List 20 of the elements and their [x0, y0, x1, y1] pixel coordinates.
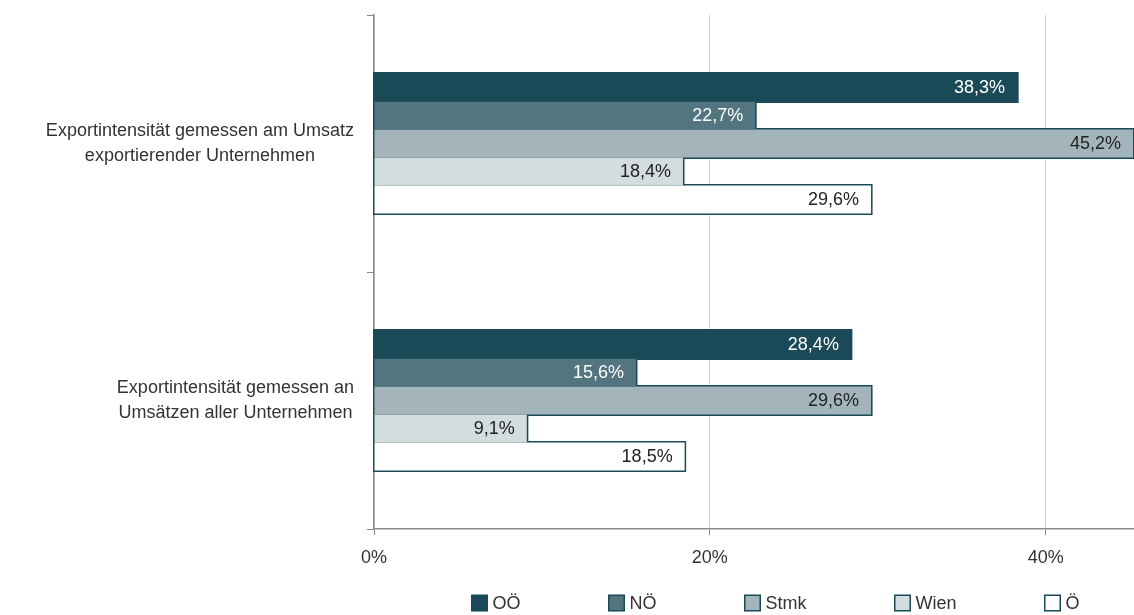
x-tick-label: 40% — [1027, 546, 1064, 567]
data-label: 29,6% — [808, 189, 860, 210]
data-label: 15,6% — [572, 362, 624, 383]
data-label: 18,4% — [619, 161, 671, 182]
x-tick-label: 0% — [360, 546, 388, 567]
data-label: 28,4% — [787, 334, 839, 355]
legend-label: NÖ — [629, 592, 657, 613]
legend-label: Stmk — [765, 592, 808, 613]
data-label: 9,1% — [473, 418, 515, 439]
legend-label: Ö — [1065, 592, 1080, 613]
y-tick-label: Exportintensität gemessen an Umsätzen aller Unternehmen — [116, 376, 354, 422]
data-label: 45,2% — [1069, 133, 1121, 154]
data-label: 38,3% — [954, 77, 1006, 98]
data-label: 22,7% — [692, 105, 744, 126]
data-label: 29,6% — [808, 390, 860, 411]
legend-label: OÖ — [492, 592, 521, 613]
legend-label: Wien — [915, 592, 957, 613]
x-tick-label: 20% — [691, 546, 728, 567]
data-label: 18,5% — [621, 446, 673, 467]
y-tick-label: Exportintensität gemessen am Umsatz exportierender Unternehmen — [45, 119, 355, 165]
